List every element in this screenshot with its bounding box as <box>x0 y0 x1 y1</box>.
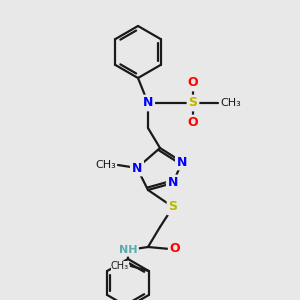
Text: CH₃: CH₃ <box>95 160 116 170</box>
Text: N: N <box>143 97 153 110</box>
Text: O: O <box>188 76 198 89</box>
Text: N: N <box>132 161 142 175</box>
Text: S: S <box>188 97 197 110</box>
Text: N: N <box>168 176 178 190</box>
Text: CH₃: CH₃ <box>220 98 241 108</box>
Text: S: S <box>169 200 178 214</box>
Text: N: N <box>177 155 187 169</box>
Text: NH: NH <box>119 245 137 255</box>
Text: CH₃: CH₃ <box>111 261 129 271</box>
Text: O: O <box>188 116 198 130</box>
Text: O: O <box>170 242 180 256</box>
